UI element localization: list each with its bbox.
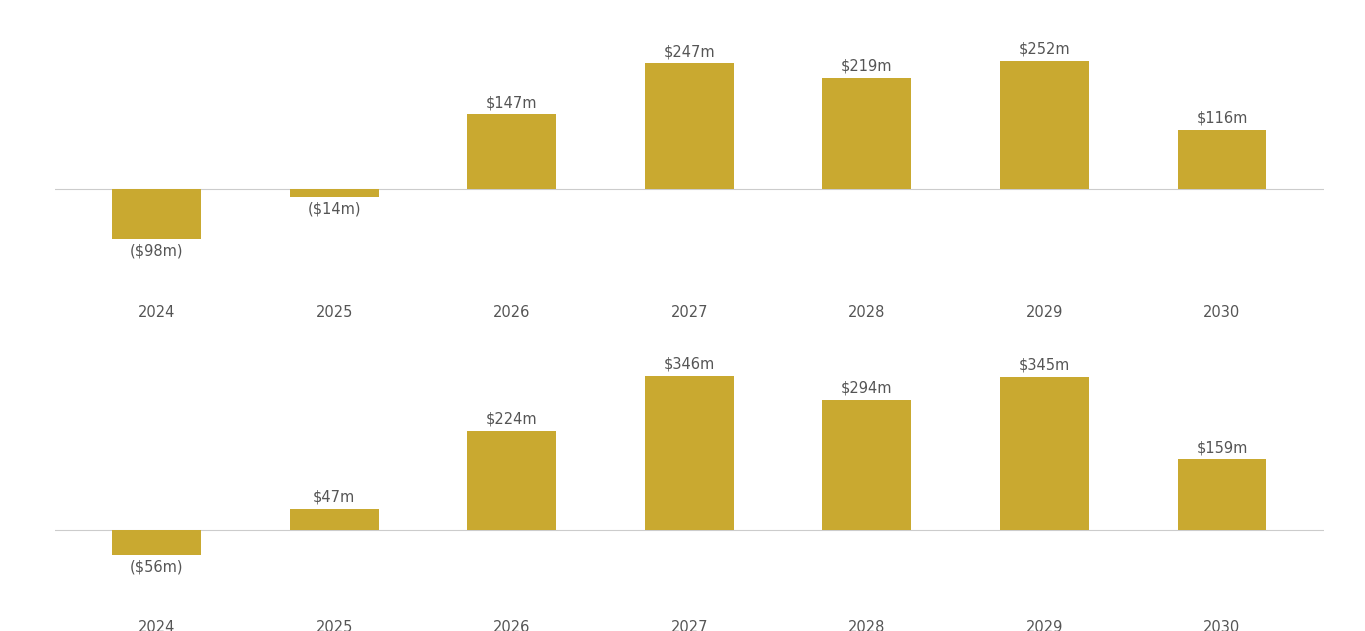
- Text: $294m: $294m: [841, 380, 893, 395]
- Text: $116m: $116m: [1196, 111, 1248, 126]
- Text: ($98m): ($98m): [130, 244, 183, 259]
- Text: $147m: $147m: [486, 95, 538, 110]
- Bar: [1178, 131, 1267, 189]
- Bar: [1001, 377, 1089, 530]
- Bar: [823, 399, 912, 530]
- Text: $219m: $219m: [841, 58, 893, 73]
- Bar: [467, 114, 556, 189]
- Text: $224m: $224m: [486, 411, 538, 426]
- Bar: [467, 430, 556, 530]
- Bar: [112, 530, 201, 555]
- Bar: [289, 509, 378, 530]
- Text: $159m: $159m: [1196, 440, 1248, 455]
- Bar: [112, 189, 201, 239]
- Bar: [823, 78, 912, 189]
- Text: $247m: $247m: [663, 44, 715, 59]
- Bar: [1178, 459, 1267, 530]
- Text: $252m: $252m: [1018, 42, 1070, 57]
- Bar: [644, 377, 734, 530]
- Text: $346m: $346m: [663, 357, 715, 372]
- Bar: [1001, 61, 1089, 189]
- Bar: [289, 189, 378, 197]
- Text: $345m: $345m: [1018, 357, 1070, 372]
- Text: ($14m): ($14m): [307, 201, 360, 216]
- Bar: [644, 64, 734, 189]
- Text: ($56m): ($56m): [130, 560, 183, 574]
- Text: $47m: $47m: [313, 490, 355, 505]
